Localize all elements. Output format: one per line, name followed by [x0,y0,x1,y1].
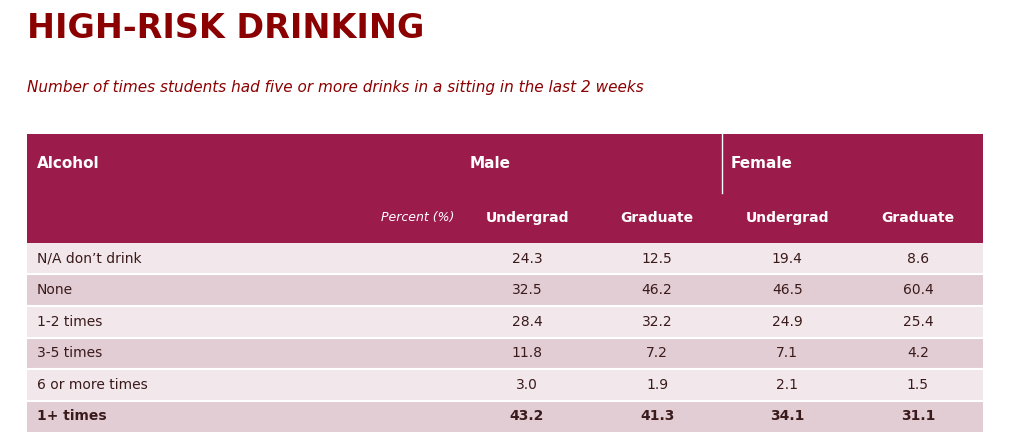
Text: 6 or more times: 6 or more times [36,378,147,392]
Text: Graduate: Graduate [620,211,694,225]
Bar [26,369,984,401]
Text: Undergrad: Undergrad [485,211,569,225]
Text: 1+ times: 1+ times [36,410,106,424]
Text: 46.5: 46.5 [772,283,803,297]
Text: N/A don’t drink: N/A don’t drink [36,252,141,266]
Text: Alcohol: Alcohol [36,156,99,171]
Bar [26,306,984,338]
Text: 43.2: 43.2 [510,410,544,424]
Text: 31.1: 31.1 [901,410,935,424]
Bar [26,338,984,369]
Text: 28.4: 28.4 [512,315,542,329]
FancyBboxPatch shape [26,134,984,243]
Text: 1.5: 1.5 [907,378,929,392]
Text: 1.9: 1.9 [646,378,669,392]
Text: None: None [36,283,73,297]
Text: 3-5 times: 3-5 times [36,346,102,360]
Bar [26,243,984,275]
Text: Percent (%): Percent (%) [381,212,453,224]
Text: 11.8: 11.8 [511,346,542,360]
Text: HIGH-RISK DRINKING: HIGH-RISK DRINKING [26,12,424,45]
Text: 24.9: 24.9 [772,315,803,329]
Text: Female: Female [730,156,792,171]
Text: 4.2: 4.2 [907,346,929,360]
Text: 7.1: 7.1 [777,346,798,360]
Text: Number of times students had five or more drinks in a sitting in the last 2 week: Number of times students had five or mor… [26,80,643,95]
Text: 60.4: 60.4 [903,283,933,297]
Text: 19.4: 19.4 [772,252,803,266]
Text: Undergrad: Undergrad [745,211,829,225]
Text: Graduate: Graduate [882,211,954,225]
Text: 34.1: 34.1 [770,410,804,424]
Bar [26,275,984,306]
Text: 46.2: 46.2 [641,283,673,297]
Text: 32.2: 32.2 [641,315,673,329]
Text: 2.1: 2.1 [777,378,798,392]
Text: 32.5: 32.5 [512,283,542,297]
Text: 1-2 times: 1-2 times [36,315,102,329]
Text: Male: Male [470,156,511,171]
Text: 25.4: 25.4 [903,315,933,329]
Text: 41.3: 41.3 [640,410,675,424]
Text: 3.0: 3.0 [516,378,538,392]
Text: 12.5: 12.5 [641,252,673,266]
Text: 24.3: 24.3 [512,252,542,266]
Bar [26,401,984,432]
Text: 7.2: 7.2 [646,346,668,360]
Text: 8.6: 8.6 [907,252,929,266]
